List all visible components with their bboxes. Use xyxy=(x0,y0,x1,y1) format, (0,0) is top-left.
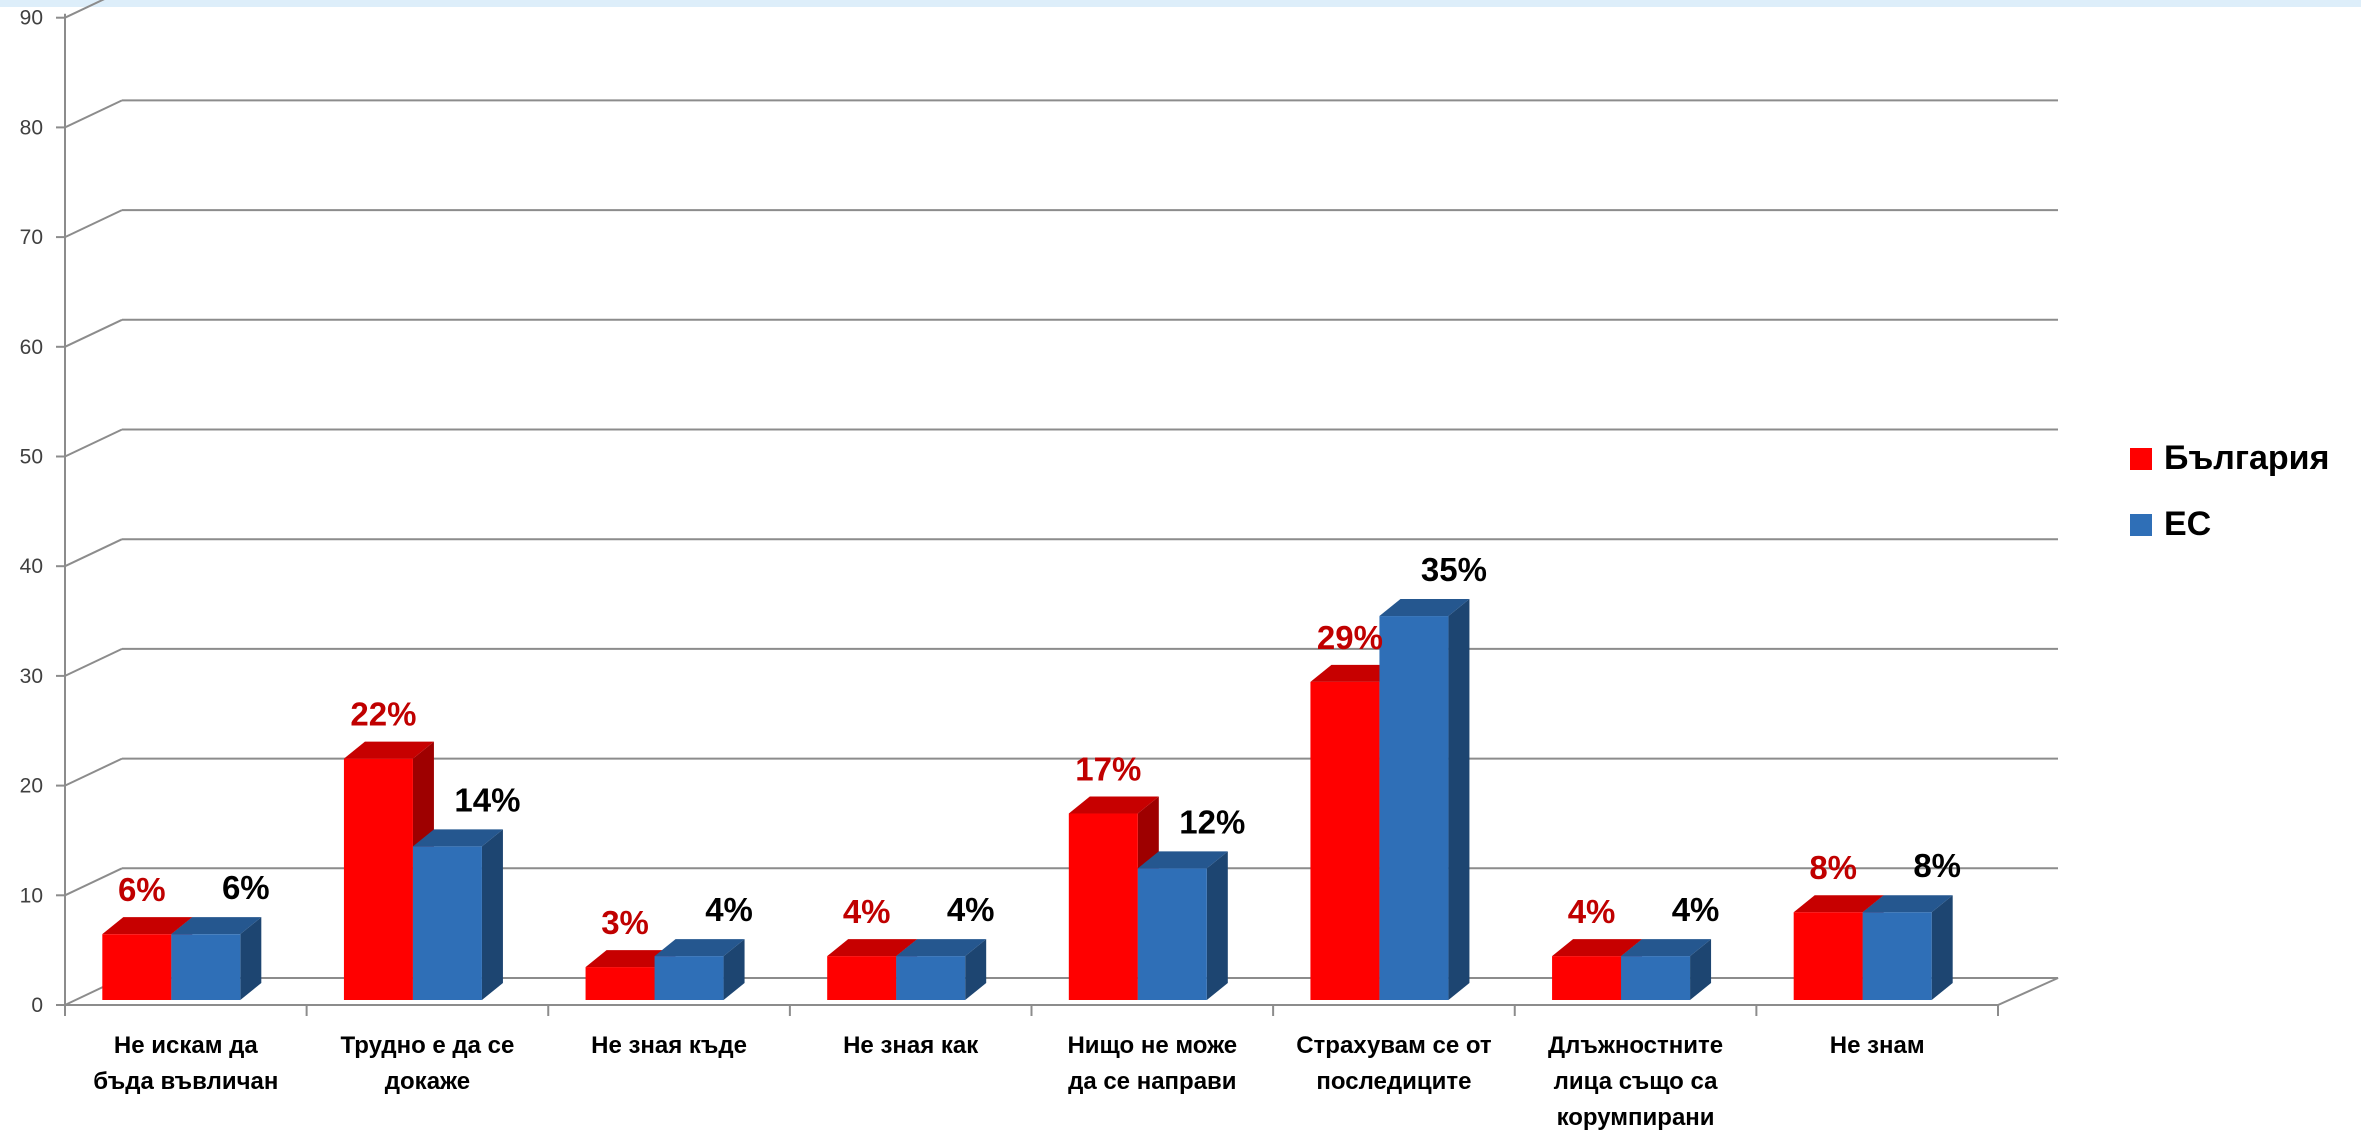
y-tick-label: 80 xyxy=(20,116,43,139)
gridline-diagonal xyxy=(64,209,123,239)
bar-eu xyxy=(1379,599,1470,1000)
gridline-diagonal xyxy=(64,0,105,19)
x-tick-label: Не зная как xyxy=(843,1032,979,1059)
bar-eu xyxy=(1621,939,1712,1000)
x-tick-label: докаже xyxy=(385,1068,470,1095)
x-tick-label: последиците xyxy=(1316,1068,1471,1095)
x-tick-label: да се направи xyxy=(1068,1068,1236,1095)
gridline-diagonal xyxy=(64,757,123,787)
x-tick-label: Нищо не може xyxy=(1067,1032,1237,1059)
data-label-eu: 6% xyxy=(222,869,270,906)
x-tick-label: корумпирани xyxy=(1557,1104,1715,1131)
x-tick-label: лица също са xyxy=(1554,1068,1718,1095)
x-tick-label: Трудно е да се xyxy=(341,1032,515,1059)
x-tick-label: бъда въвличан xyxy=(93,1068,278,1095)
y-tick-label: 30 xyxy=(20,665,43,688)
data-label-bulgaria: 8% xyxy=(1809,849,1857,886)
data-label-eu: 4% xyxy=(1672,891,1720,928)
data-label-bulgaria: 4% xyxy=(843,893,891,930)
legend-label: България xyxy=(2164,439,2329,477)
data-label-bulgaria: 22% xyxy=(350,696,416,733)
gridline-diagonal xyxy=(64,647,123,677)
legend-swatch xyxy=(2130,514,2152,536)
x-tick-label: Страхувам се от xyxy=(1296,1032,1492,1059)
y-tick-label: 0 xyxy=(31,994,43,1017)
data-label-bulgaria: 17% xyxy=(1075,751,1141,788)
data-label-bulgaria: 3% xyxy=(601,904,649,941)
legend-swatch xyxy=(2130,448,2152,470)
bar-eu xyxy=(1862,895,1953,1000)
gridline-diagonal xyxy=(64,867,123,897)
data-label-eu: 14% xyxy=(454,781,520,818)
y-tick-label: 90 xyxy=(20,7,43,30)
y-tick-label: 20 xyxy=(20,775,43,798)
bar-eu xyxy=(171,917,262,1000)
gridline-diagonal xyxy=(64,99,123,129)
x-tick-label: Не искам да xyxy=(114,1032,258,1059)
data-label-eu: 12% xyxy=(1179,803,1245,840)
y-tick-label: 70 xyxy=(20,226,43,249)
y-tick-label: 10 xyxy=(20,884,43,907)
y-tick-label: 40 xyxy=(20,555,43,578)
gridline-diagonal xyxy=(64,538,123,568)
x-tick-label: Не зная къде xyxy=(591,1032,747,1059)
data-label-bulgaria: 6% xyxy=(118,871,166,908)
legend-label: ЕС xyxy=(2164,505,2211,543)
bar-eu xyxy=(1137,851,1228,1000)
data-label-bulgaria: 29% xyxy=(1317,619,1383,656)
gridline-diagonal xyxy=(64,428,123,458)
y-tick-label: 50 xyxy=(20,446,43,469)
data-label-eu: 4% xyxy=(705,891,753,928)
bar-eu xyxy=(654,939,745,1000)
data-label-eu: 4% xyxy=(947,891,995,928)
x-tick-label: Не знам xyxy=(1830,1032,1925,1059)
x-tick-label: Длъжностните xyxy=(1548,1032,1723,1059)
data-label-bulgaria: 4% xyxy=(1568,893,1616,930)
y-tick-label: 60 xyxy=(20,336,43,359)
top-band xyxy=(0,0,2361,7)
bar-eu xyxy=(412,829,503,1000)
gridline-diagonal xyxy=(64,318,123,348)
bar-eu xyxy=(896,939,987,1000)
data-label-eu: 35% xyxy=(1421,551,1487,588)
data-label-eu: 8% xyxy=(1913,847,1961,884)
